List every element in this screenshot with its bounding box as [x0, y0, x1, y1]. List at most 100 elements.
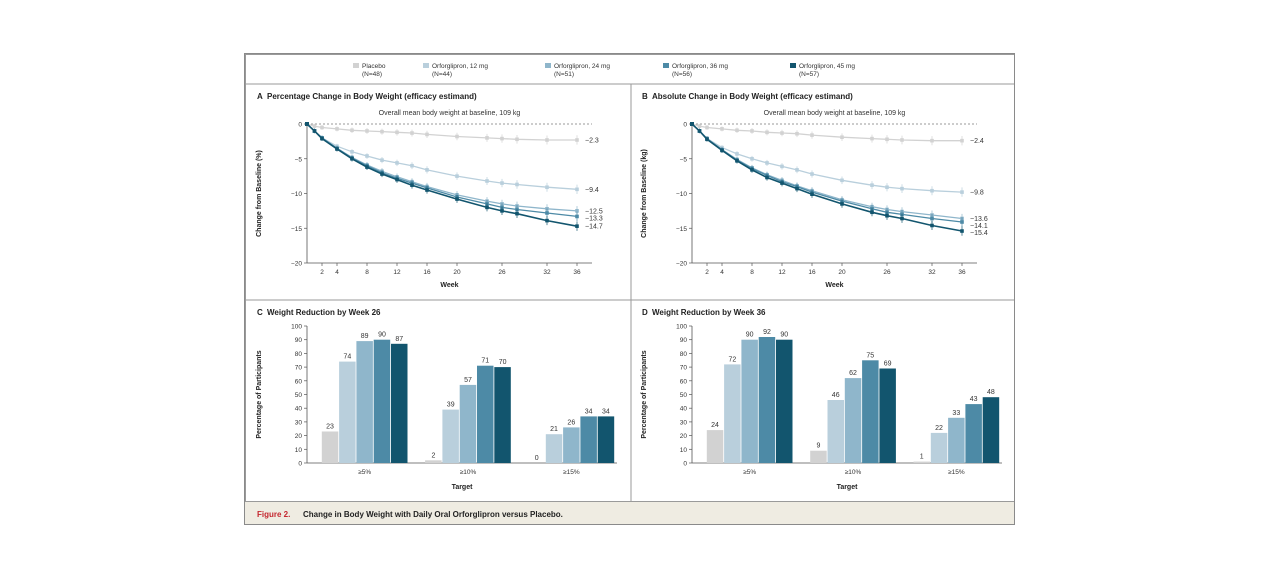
- data-point: [545, 211, 549, 215]
- bar: [844, 378, 862, 463]
- data-point: [380, 158, 384, 162]
- bar-value-label: 24: [711, 422, 719, 429]
- legend-swatch: [545, 63, 551, 68]
- x-axis-label: Week: [825, 282, 843, 289]
- data-point: [515, 137, 519, 142]
- panel-subtitle: Overall mean body weight at baseline, 10…: [764, 110, 906, 117]
- caption-background: [245, 502, 1014, 524]
- bar: [442, 409, 459, 463]
- legend-label: Placebo: [362, 63, 386, 70]
- data-point: [720, 148, 724, 153]
- bar: [879, 368, 896, 463]
- y-tick-label: −10: [291, 191, 302, 198]
- y-axis-label: Change from Baseline (kg): [641, 149, 648, 238]
- data-point: [485, 179, 489, 183]
- bar: [391, 343, 408, 463]
- bar: [724, 364, 741, 463]
- bar: [494, 367, 511, 463]
- panel-letter: C: [257, 308, 263, 317]
- legend-swatch: [790, 63, 796, 68]
- y-tick-label: 90: [295, 337, 303, 344]
- x-tick-label: 12: [393, 269, 401, 276]
- panel-title: Absolute Change in Body Weight (efficacy…: [652, 92, 853, 101]
- data-point: [455, 197, 459, 201]
- y-tick-label: 50: [295, 392, 303, 399]
- bar: [545, 434, 563, 463]
- data-point: [900, 138, 904, 142]
- series-line-4: [691, 123, 963, 232]
- data-point: [350, 128, 354, 133]
- data-point: [545, 218, 549, 223]
- data-point: [840, 135, 844, 140]
- bar: [930, 432, 948, 463]
- y-tick-label: 100: [291, 324, 302, 331]
- panel-subtitle: Overall mean body weight at baseline, 10…: [379, 110, 521, 117]
- end-value-label: −13.3: [585, 215, 603, 222]
- y-tick-label: 80: [295, 351, 303, 358]
- data-point: [885, 185, 889, 190]
- bar: [741, 339, 758, 463]
- data-point: [697, 124, 702, 128]
- legend-count: (N=57): [799, 71, 819, 78]
- data-point: [750, 168, 754, 172]
- data-point: [750, 129, 754, 133]
- bar-value-label: 23: [326, 423, 334, 430]
- data-point: [810, 172, 814, 176]
- x-tick-label: 32: [543, 269, 551, 276]
- data-point: [395, 161, 399, 165]
- panel-letter: B: [642, 92, 648, 101]
- bar: [827, 400, 844, 463]
- data-point: [575, 187, 579, 192]
- y-tick-label: 30: [295, 419, 303, 426]
- data-point: [900, 186, 904, 191]
- y-tick-label: 20: [295, 433, 303, 440]
- data-point: [765, 161, 769, 165]
- data-point: [900, 216, 904, 221]
- bar: [356, 341, 373, 463]
- series-line-2: [306, 123, 578, 212]
- legend-label: Orforglipron, 24 mg: [554, 63, 610, 70]
- bar: [965, 404, 982, 463]
- bar: [563, 427, 580, 463]
- caption-text: Change in Body Weight with Daily Oral Or…: [303, 510, 563, 519]
- data-point: [885, 213, 889, 218]
- y-tick-label: 10: [295, 447, 303, 454]
- data-point: [455, 134, 459, 139]
- data-point: [425, 168, 429, 172]
- x-axis-label: Target: [837, 484, 859, 491]
- bar-value-label: 62: [849, 370, 857, 377]
- bar: [810, 450, 827, 463]
- end-value-label: −13.6: [970, 216, 988, 223]
- y-tick-label: −15: [291, 226, 302, 233]
- bar-value-label: 22: [935, 425, 943, 432]
- data-point: [795, 186, 799, 191]
- legend-count: (N=56): [672, 71, 692, 78]
- y-axis-label: Change from Baseline (%): [256, 150, 263, 237]
- bar-value-label: 87: [395, 336, 403, 343]
- series-line-0: [691, 123, 962, 142]
- data-point: [425, 188, 429, 192]
- data-point: [380, 172, 384, 176]
- bar-value-label: 75: [866, 352, 874, 359]
- end-value-label: −2.3: [585, 137, 599, 144]
- data-point: [395, 130, 399, 135]
- data-point: [575, 214, 579, 219]
- origin-point: [690, 122, 694, 126]
- data-point: [705, 125, 709, 130]
- y-tick-label: 50: [680, 392, 688, 399]
- x-tick-label: 16: [808, 269, 816, 276]
- bar: [706, 430, 724, 463]
- x-axis-label: Week: [440, 282, 458, 289]
- bar-value-label: 69: [884, 360, 892, 367]
- data-point: [840, 202, 844, 206]
- bar-value-label: 57: [464, 377, 472, 384]
- x-tick-label: 8: [750, 269, 754, 276]
- bar: [459, 384, 477, 463]
- y-tick-label: −5: [680, 156, 688, 163]
- y-tick-label: 90: [680, 337, 688, 344]
- data-point: [425, 132, 429, 137]
- legend-swatch: [663, 63, 669, 68]
- data-point: [365, 129, 369, 133]
- data-point: [735, 128, 739, 133]
- bar-value-label: 2: [431, 452, 435, 459]
